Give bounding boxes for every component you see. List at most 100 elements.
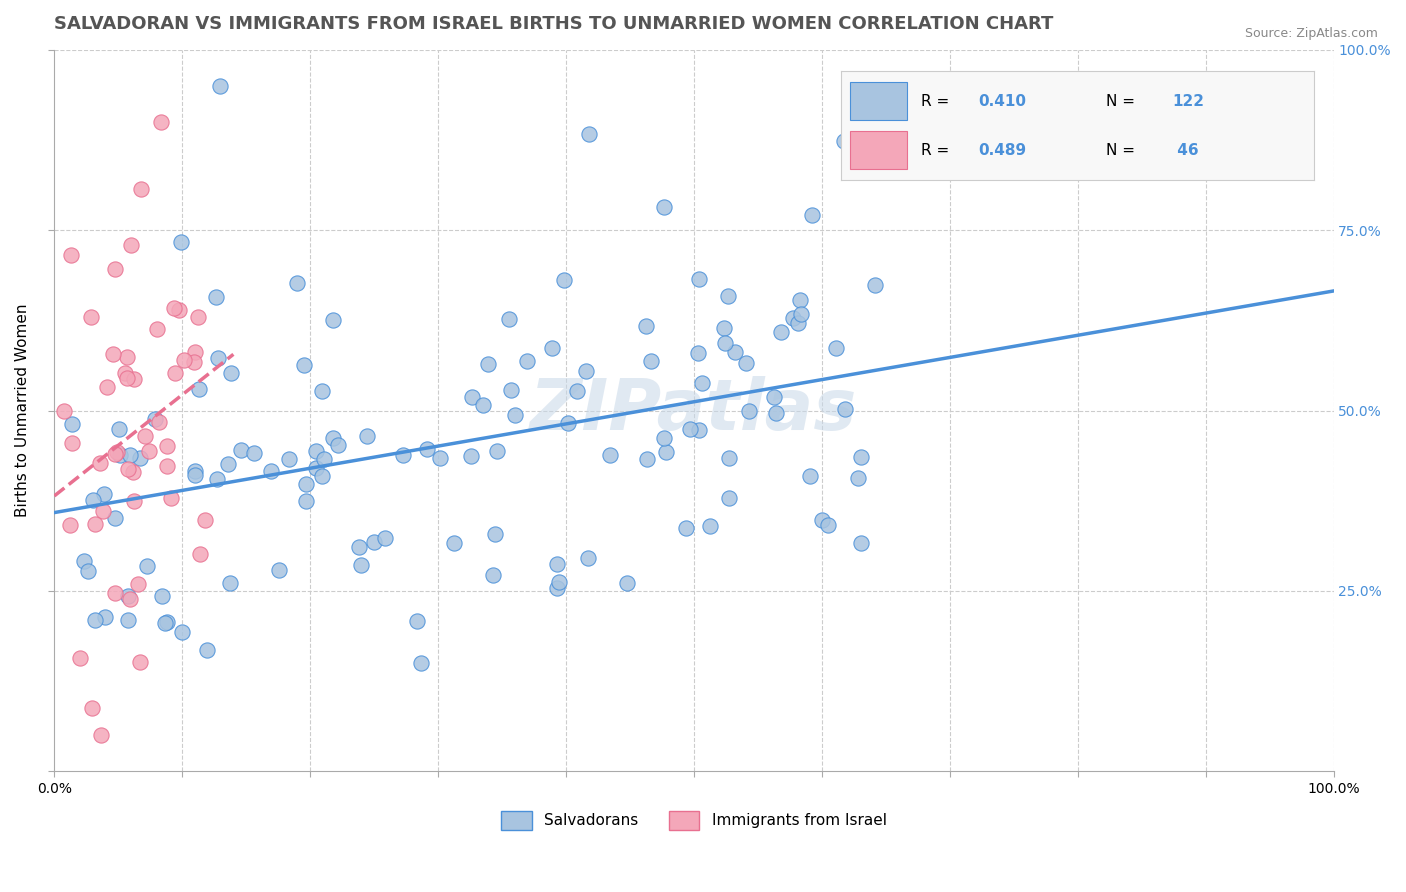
Point bbox=[69, 651, 91, 665]
Point bbox=[184, 464, 207, 478]
Point bbox=[101, 347, 124, 361]
Point bbox=[311, 469, 333, 483]
Point bbox=[260, 464, 283, 478]
Point bbox=[636, 451, 658, 466]
Point bbox=[205, 290, 228, 304]
Point bbox=[634, 318, 657, 333]
Point bbox=[557, 416, 579, 430]
Point bbox=[285, 276, 308, 290]
Point bbox=[243, 445, 266, 459]
Point bbox=[498, 312, 520, 326]
Point bbox=[769, 326, 792, 340]
Point bbox=[501, 383, 523, 397]
Point bbox=[849, 450, 872, 464]
Point bbox=[688, 272, 710, 286]
Point bbox=[724, 345, 747, 359]
Point bbox=[849, 536, 872, 550]
Point bbox=[207, 351, 229, 366]
Point bbox=[217, 458, 239, 472]
Point bbox=[120, 237, 142, 252]
Point bbox=[136, 558, 159, 573]
Point bbox=[122, 494, 145, 508]
Point bbox=[145, 411, 167, 425]
Point bbox=[190, 548, 212, 562]
Legend: Salvadorans, Immigrants from Israel: Salvadorans, Immigrants from Israel bbox=[495, 805, 893, 836]
Point bbox=[578, 127, 600, 141]
Point bbox=[80, 700, 103, 714]
Point bbox=[654, 431, 676, 445]
Point bbox=[292, 358, 315, 372]
Point bbox=[146, 322, 169, 336]
Text: SALVADORAN VS IMMIGRANTS FROM ISRAEL BIRTHS TO UNMARRIED WOMEN CORRELATION CHART: SALVADORAN VS IMMIGRANTS FROM ISRAEL BIR… bbox=[55, 15, 1053, 33]
Point bbox=[193, 513, 215, 527]
Point bbox=[546, 557, 568, 571]
Point bbox=[762, 390, 785, 404]
Point bbox=[60, 248, 83, 262]
Point bbox=[114, 366, 136, 380]
Point bbox=[59, 517, 82, 532]
Point bbox=[616, 576, 638, 591]
Point bbox=[53, 403, 76, 417]
Point bbox=[93, 486, 115, 500]
Point bbox=[170, 235, 193, 249]
Point bbox=[183, 345, 205, 359]
Point bbox=[172, 625, 194, 640]
Point bbox=[120, 449, 142, 463]
Point bbox=[83, 516, 105, 531]
Point bbox=[553, 273, 575, 287]
Point bbox=[356, 429, 378, 443]
Point bbox=[789, 293, 811, 307]
Point bbox=[825, 342, 848, 356]
Point bbox=[409, 656, 432, 670]
Point bbox=[790, 307, 813, 321]
Point bbox=[548, 575, 571, 590]
Point bbox=[105, 445, 128, 459]
Point bbox=[863, 277, 886, 292]
Point bbox=[104, 586, 127, 600]
Point bbox=[295, 494, 318, 508]
Point bbox=[96, 380, 118, 394]
Point bbox=[392, 448, 415, 462]
Point bbox=[294, 476, 316, 491]
Point bbox=[311, 384, 333, 398]
Point bbox=[503, 409, 526, 423]
Point bbox=[207, 473, 229, 487]
Point bbox=[163, 301, 186, 315]
Point bbox=[183, 355, 205, 369]
Point bbox=[717, 491, 740, 505]
Point bbox=[429, 450, 451, 465]
Point bbox=[374, 531, 396, 545]
Point bbox=[846, 471, 869, 485]
Point bbox=[406, 614, 429, 628]
Point bbox=[117, 462, 139, 476]
Point bbox=[305, 461, 328, 475]
Point bbox=[195, 643, 218, 657]
Point bbox=[60, 435, 83, 450]
Point bbox=[461, 390, 484, 404]
Point bbox=[117, 350, 139, 364]
Point bbox=[148, 415, 170, 429]
Point bbox=[717, 288, 740, 302]
Point bbox=[690, 376, 713, 390]
Point bbox=[714, 336, 737, 351]
Point bbox=[103, 261, 125, 276]
Point bbox=[482, 568, 505, 582]
Point bbox=[115, 371, 138, 385]
Point bbox=[138, 444, 160, 458]
Point bbox=[546, 581, 568, 595]
Point bbox=[652, 201, 675, 215]
Point bbox=[117, 590, 139, 604]
Point bbox=[786, 316, 808, 330]
Point bbox=[322, 431, 344, 445]
Point bbox=[765, 406, 787, 420]
Point bbox=[314, 451, 336, 466]
Point bbox=[110, 448, 132, 462]
Point bbox=[129, 655, 152, 669]
Y-axis label: Births to Unmarried Women: Births to Unmarried Women bbox=[15, 304, 30, 517]
Point bbox=[326, 438, 349, 452]
Point bbox=[576, 551, 599, 566]
Point bbox=[832, 134, 855, 148]
Point bbox=[782, 310, 804, 325]
Point bbox=[219, 367, 242, 381]
Point bbox=[477, 358, 499, 372]
